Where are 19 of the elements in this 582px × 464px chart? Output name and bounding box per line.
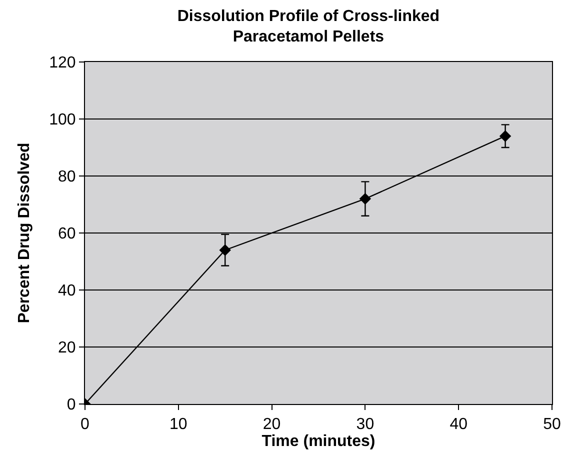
x-tick-label: 40 [450,416,468,434]
y-tick-label: 20 [58,340,76,357]
x-tick-label: 20 [262,416,281,434]
y-tick-label: 60 [58,226,76,243]
y-tick-label: 120 [49,54,76,72]
chart-title: Dissolution Profile of Cross-linked Paracetamol Pellets [177,8,440,46]
x-axis-title: Time (minutes) [262,433,376,450]
point [499,130,512,142]
x-tick-label: 10 [170,416,188,434]
point [359,192,372,205]
x-tick-label: 30 [356,416,374,434]
x-tick-label: 0 [80,416,90,434]
x-tick-label: 50 [543,416,561,434]
y-tick-label: 40 [58,282,76,300]
y-axis-title: Percent Drug Dissolved [16,142,33,324]
y-tick-label: 80 [58,168,76,186]
y-tick-label: 0 [66,396,76,414]
point [219,244,231,256]
y-tick-label: 100 [49,112,76,129]
